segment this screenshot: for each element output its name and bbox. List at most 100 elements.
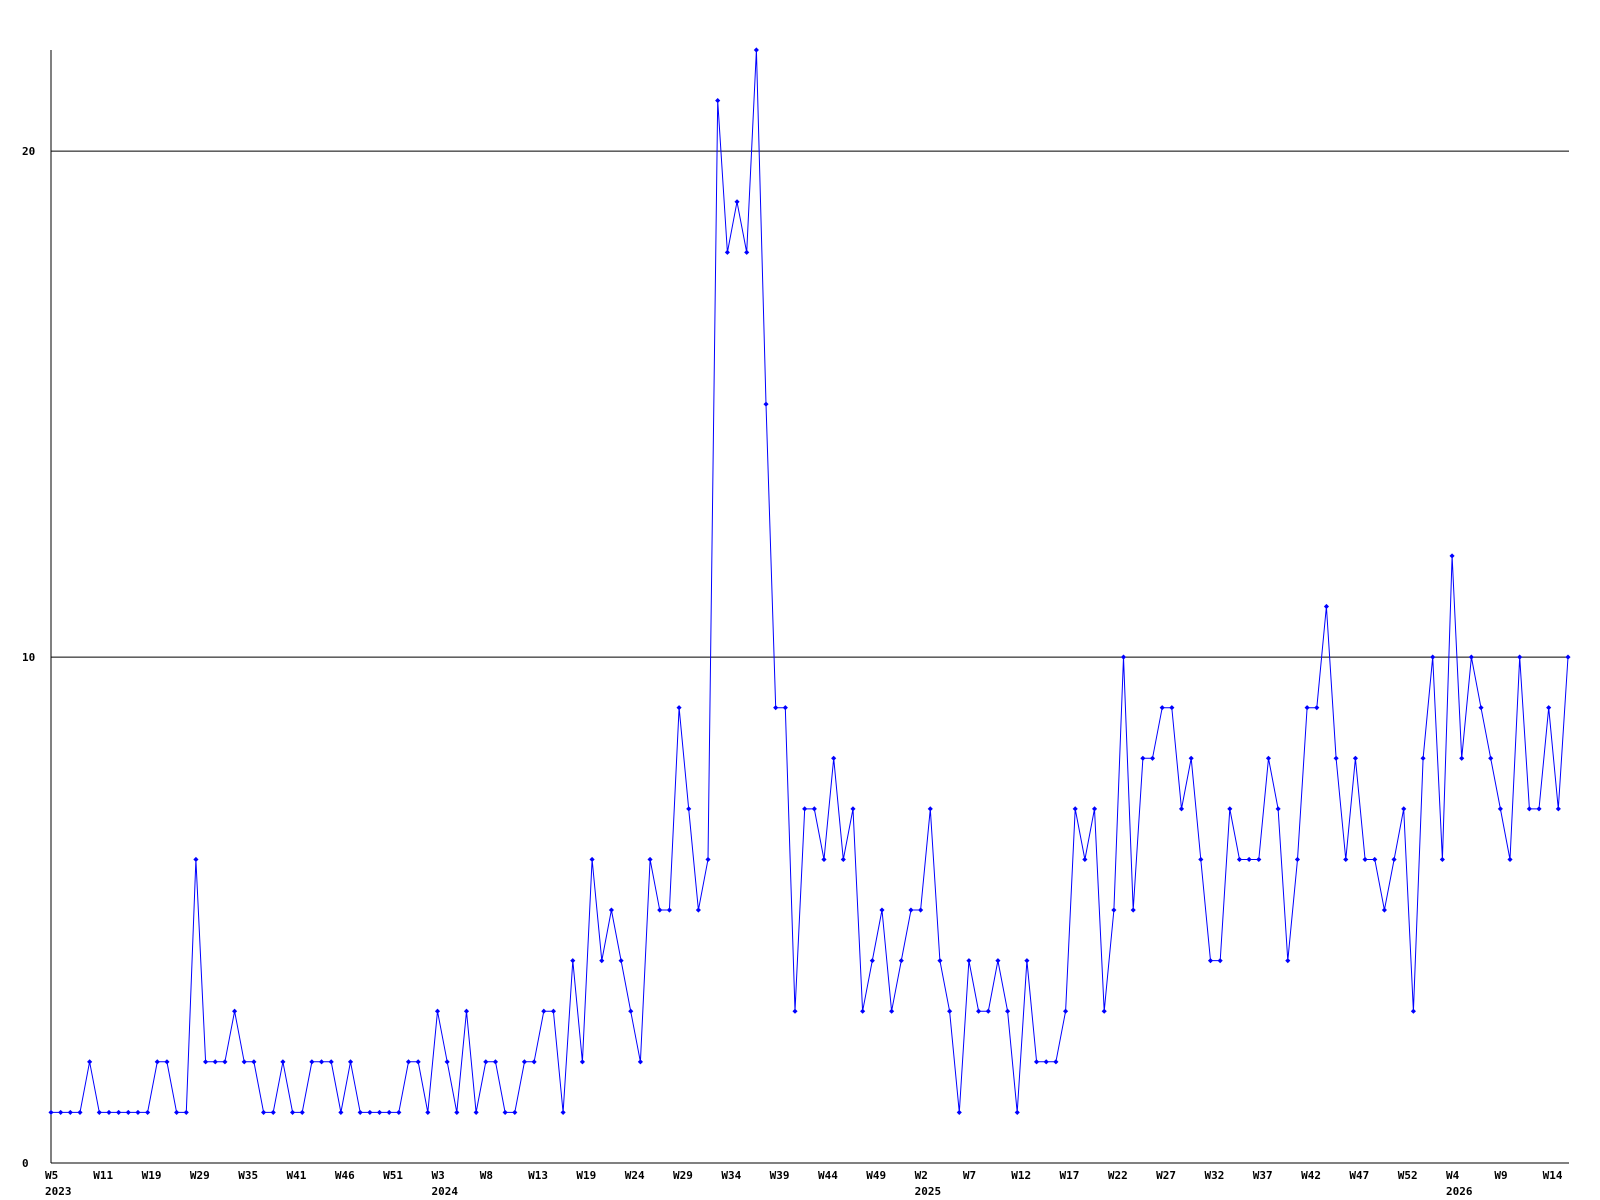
data-point [425,1109,431,1115]
data-point [744,249,750,255]
x-tick-label: W29 [190,1169,210,1182]
data-point [802,806,808,812]
data-point [1343,856,1349,863]
data-point [531,1059,537,1065]
data-point [618,958,624,964]
data-point [261,1109,267,1115]
data-point [280,1059,286,1065]
data-point [821,856,827,863]
data-point [232,1008,238,1014]
data-point [473,1109,479,1115]
data-point [1459,755,1465,761]
data-point [1304,705,1310,711]
series-line [51,49,1569,1113]
data-point [889,1008,895,1014]
data-point [1024,958,1030,964]
data-point [270,1109,276,1115]
data-point [1130,907,1136,913]
data-point [299,1109,305,1115]
data-point [512,1109,518,1115]
data-point [251,1059,257,1065]
data-point [405,1059,412,1065]
data-point [647,856,653,863]
x-tick-label: W35 [238,1169,258,1182]
data-point [1478,705,1484,711]
x-tick-label: W39 [770,1169,790,1182]
x-tick-label: W13 [528,1169,548,1182]
data-point [792,1008,798,1014]
data-point [212,1059,218,1065]
data-point [995,958,1001,964]
data-point [463,1008,470,1014]
y-tick-label: 20 [22,145,35,158]
data-point [966,958,972,964]
data-point [1101,1008,1107,1014]
data-point [898,958,904,964]
data-point [1091,806,1098,812]
data-point [145,1109,151,1115]
data-point [1140,755,1146,761]
data-point [1517,654,1523,660]
data-point [203,1059,209,1065]
x-tick-label: W22 [1108,1169,1128,1182]
x-tick-label: W4 [1446,1169,1460,1182]
data-point [1082,856,1088,863]
data-point [918,907,924,913]
data-point [1188,755,1194,761]
data-point [434,1008,441,1014]
x-tick-label: W5 [45,1169,58,1182]
data-point [599,958,605,964]
data-point [1391,856,1397,863]
data-point [241,1059,247,1065]
x-year-label: 2026 [1446,1185,1473,1198]
x-tick-label: W9 [1494,1169,1507,1182]
data-point [1256,856,1262,863]
x-tick-label: W52 [1398,1169,1418,1182]
x-tick-label: W29 [673,1169,693,1182]
data-point [183,1109,189,1115]
data-point [87,1059,93,1065]
data-point [695,907,701,913]
data-point [763,401,769,407]
x-tick-label: W32 [1204,1169,1224,1182]
data-point [1111,907,1117,913]
data-point [560,1109,566,1115]
x-tick-label: W14 [1543,1169,1563,1182]
data-point [1265,755,1272,761]
data-point [521,1059,528,1065]
data-point [116,1109,122,1115]
x-tick-label: W11 [93,1169,113,1182]
x-tick-label: W7 [963,1169,976,1182]
x-tick-label: W24 [625,1169,645,1182]
data-point [715,98,721,104]
data-point [67,1109,73,1115]
data-point [483,1059,489,1065]
data-point [1410,1008,1416,1014]
data-point [628,1008,634,1014]
x-year-label: 2024 [431,1185,458,1198]
data-point [367,1109,373,1115]
data-point [541,1008,547,1014]
data-point [444,1059,450,1065]
data-point [289,1109,296,1115]
data-point [811,806,817,812]
data-point [492,1059,499,1065]
data-point [908,907,914,913]
data-point [1236,856,1243,863]
x-tick-label: W2 [915,1169,928,1182]
data-point [1526,806,1532,812]
data-point [773,705,779,711]
data-point [1497,806,1503,812]
data-point [164,1059,170,1065]
x-tick-label: W19 [576,1169,596,1182]
data-point [1285,958,1291,964]
data-point [106,1109,112,1115]
data-point [1507,856,1513,863]
data-point [1227,806,1233,812]
x-year-label: 2023 [45,1185,72,1198]
x-tick-label: W49 [866,1169,886,1182]
data-point [1062,1008,1069,1014]
data-point [985,1008,991,1014]
data-point [1072,806,1078,812]
data-point [357,1109,363,1115]
